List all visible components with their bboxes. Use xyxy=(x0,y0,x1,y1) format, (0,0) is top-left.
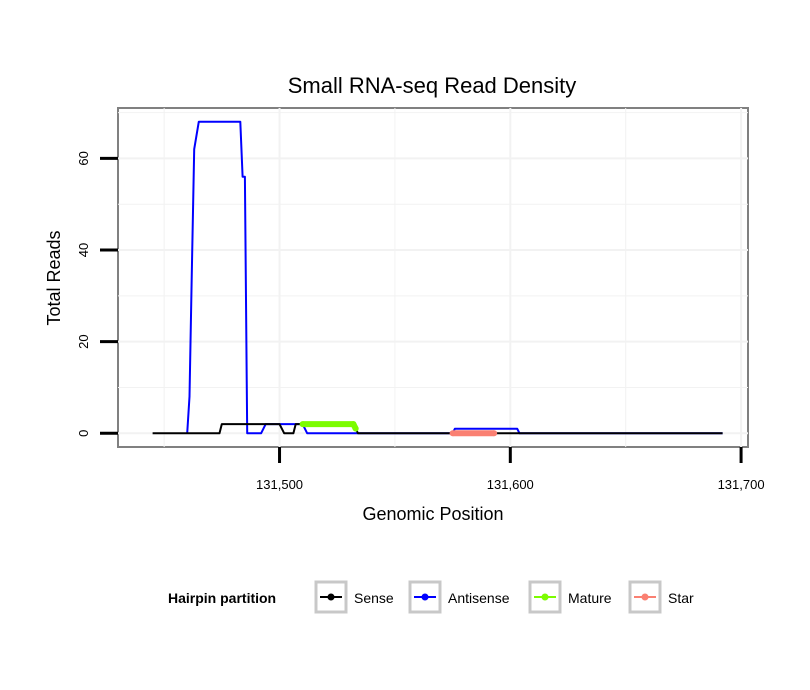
series-point-star xyxy=(491,430,498,437)
legend-label-sense: Sense xyxy=(354,590,394,606)
series-point-mature xyxy=(352,425,359,432)
series-point-mature xyxy=(350,421,357,428)
y-tick-label: 60 xyxy=(76,151,91,165)
y-tick-label: 0 xyxy=(76,430,91,437)
legend-label-antisense: Antisense xyxy=(448,590,510,606)
x-axis: 131,500 131,600 131,700 xyxy=(256,447,765,492)
legend-label-star: Star xyxy=(668,590,694,606)
x-tick-label: 131,600 xyxy=(487,477,534,492)
x-tick-label: 131,500 xyxy=(256,477,303,492)
legend-label-mature: Mature xyxy=(568,590,612,606)
y-tick-label: 40 xyxy=(76,243,91,257)
y-tick-label: 20 xyxy=(76,334,91,348)
series-point-star xyxy=(449,430,456,437)
series-point-mature xyxy=(299,421,306,428)
x-axis-label: Genomic Position xyxy=(362,504,503,524)
y-axis: 0 20 40 60 xyxy=(76,151,118,437)
series-group xyxy=(152,120,723,437)
legend-title: Hairpin partition xyxy=(168,590,276,606)
legend-key-dot xyxy=(421,593,429,601)
chart-title: Small RNA-seq Read Density xyxy=(288,73,577,98)
legend-key-dot xyxy=(541,593,549,601)
legend: Hairpin partition Sense Antisense Mature St… xyxy=(168,580,694,614)
y-axis-label: Total Reads xyxy=(44,230,64,325)
legend-key-dot xyxy=(327,593,335,601)
legend-key-dot xyxy=(641,593,649,601)
series-line-antisense xyxy=(186,120,723,435)
x-tick-label: 131,700 xyxy=(718,477,765,492)
plot-panel xyxy=(117,107,749,448)
